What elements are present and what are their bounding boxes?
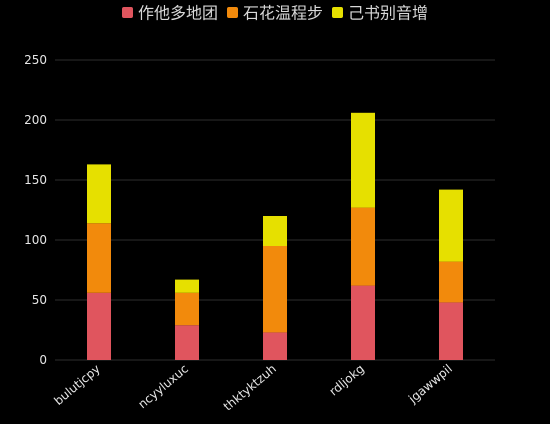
legend-label: 作他多地团 [138,4,218,23]
bars [87,112,463,360]
x-tick-label: rdljokg [327,362,367,399]
y-tick-label: 250 [24,53,47,67]
x-tick-label: bulutjcpy [51,362,103,408]
y-tick-label: 0 [39,353,47,367]
bar-segment[interactable] [439,189,463,262]
legend-item[interactable]: 作他多地团 [122,4,218,23]
legend-swatch [122,7,133,18]
y-axis: 0 50 100 150 200 250 [24,53,47,367]
x-tick-label: thktyktzuh [221,362,279,414]
x-tick-label: jgawwpil [405,362,455,407]
bar-segment[interactable] [87,292,111,360]
legend-label: 己书别音增 [348,4,428,23]
y-tick-label: 50 [32,293,47,307]
bar-segment[interactable] [439,261,463,303]
bar-segment[interactable] [175,325,199,360]
legend-item[interactable]: 己书别音增 [332,4,428,23]
bar-segment[interactable] [263,332,287,360]
y-tick-label: 150 [24,173,47,187]
bar-segment[interactable] [175,279,199,293]
x-tick-label: ncyyluxuc [135,362,190,412]
legend-swatch [227,7,238,18]
x-axis: bulutjcpy ncyyluxuc thktyktzuh rdljokg jgaww… [51,362,455,414]
bar-segment[interactable] [263,216,287,246]
legend: 作他多地团 石花温程步 己书别音增 [122,4,428,23]
legend-label: 石花温程步 [243,4,323,23]
legend-swatch [332,7,343,18]
bar-segment[interactable] [351,207,375,286]
legend-item[interactable]: 石花温程步 [227,4,323,23]
bar-segment[interactable] [351,112,375,208]
bar-segment[interactable] [263,246,287,333]
y-tick-label: 200 [24,113,47,127]
bar-segment[interactable] [175,292,199,326]
bar-segment[interactable] [87,223,111,293]
bar-segment[interactable] [351,285,375,360]
bar-segment[interactable] [439,302,463,360]
y-tick-label: 100 [24,233,47,247]
bar-segment[interactable] [87,164,111,224]
